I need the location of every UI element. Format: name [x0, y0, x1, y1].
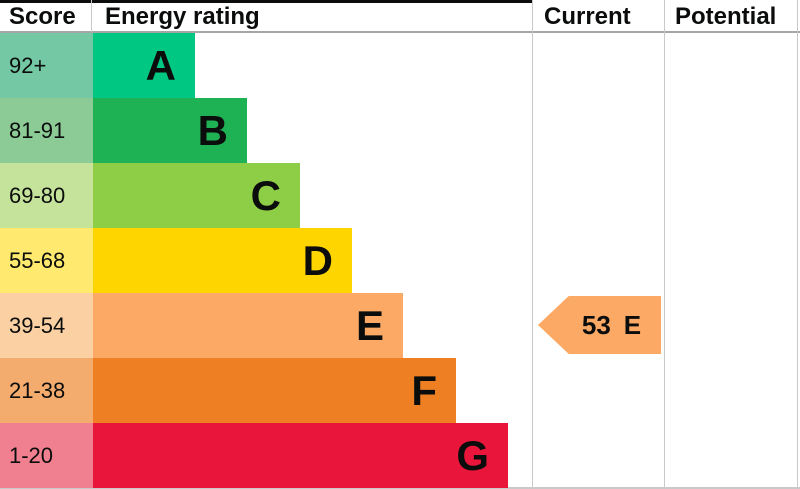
band-row-c: 69-80 C	[0, 163, 532, 228]
band-bar: F	[93, 358, 456, 423]
current-column-divider	[532, 0, 533, 489]
score-cell: 39-54	[0, 293, 93, 358]
rating-bands: 92+ A 81-91 B 69-80 C 55-68 D 39-54 E 21…	[0, 33, 532, 488]
band-bar: D	[93, 228, 352, 293]
score-cell: 69-80	[0, 163, 93, 228]
band-bar: E	[93, 293, 403, 358]
score-cell: 1-20	[0, 423, 93, 488]
band-row-g: 1-20 G	[0, 423, 532, 488]
band-row-b: 81-91 B	[0, 98, 532, 163]
potential-column-header: Potential	[675, 3, 777, 30]
current-column-header: Current	[544, 3, 631, 30]
header-bottom-border	[0, 31, 800, 33]
score-column-header: Score	[9, 3, 76, 30]
chart-header: Score Energy rating Current Potential	[0, 0, 800, 32]
band-bar: C	[93, 163, 300, 228]
score-cell: 92+	[0, 33, 93, 98]
potential-column-divider	[664, 0, 665, 489]
band-bar: A	[93, 33, 195, 98]
band-row-f: 21-38 F	[0, 358, 532, 423]
table-bottom-border	[0, 487, 800, 489]
band-row-d: 55-68 D	[0, 228, 532, 293]
current-rating-arrow: 53 E	[538, 296, 661, 354]
energy-rating-column-header: Energy rating	[105, 3, 260, 30]
header-top-border	[0, 0, 532, 3]
band-bar: G	[93, 423, 508, 488]
table-right-border	[797, 0, 798, 489]
score-cell: 81-91	[0, 98, 93, 163]
band-row-e: 39-54 E	[0, 293, 532, 358]
score-cell: 55-68	[0, 228, 93, 293]
current-rating-score: 53	[581, 309, 611, 340]
band-row-a: 92+ A	[0, 33, 532, 98]
score-column-divider	[91, 0, 92, 32]
current-rating-band: E	[623, 309, 642, 340]
band-bar: B	[93, 98, 247, 163]
score-cell: 21-38	[0, 358, 93, 423]
